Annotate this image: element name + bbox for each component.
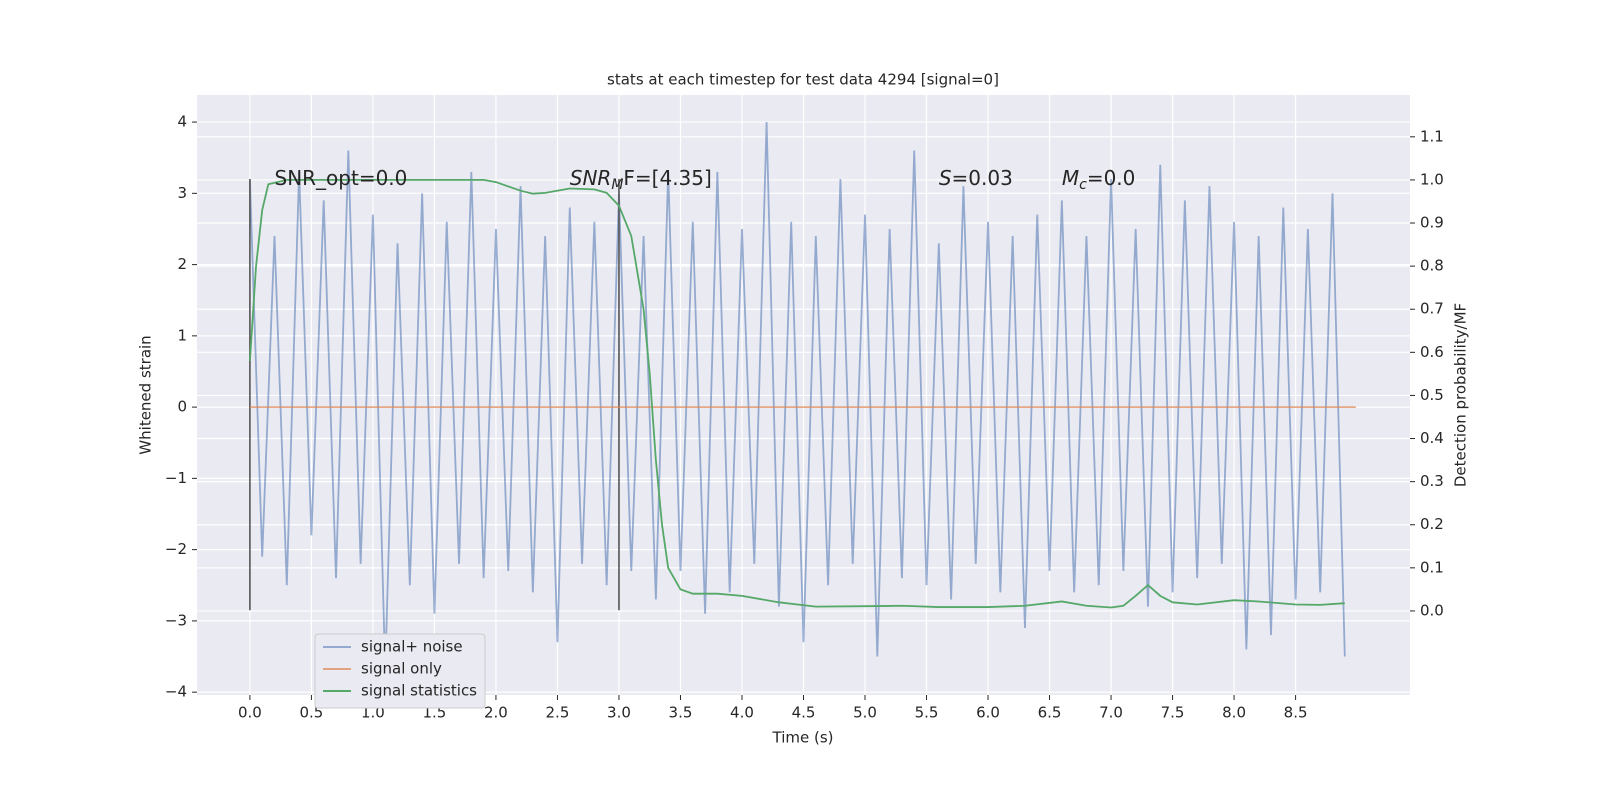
y2-tick-label: 0.8 xyxy=(1420,257,1444,275)
x-tick-label: 7.0 xyxy=(1099,704,1123,722)
chart-title: stats at each timestep for test data 429… xyxy=(607,71,999,89)
annotation: SNRMF=[4.35] xyxy=(570,166,712,194)
y2-tick-label: 0.2 xyxy=(1420,515,1444,533)
annotation-part: F=[4.35] xyxy=(623,166,711,190)
x-tick-label: 5.0 xyxy=(853,704,877,722)
legend-label: signal+ noise xyxy=(361,638,463,656)
y2-tick-label: 0.6 xyxy=(1420,343,1444,361)
y2-tick-label: 0.5 xyxy=(1420,386,1444,404)
annotation-part: =0.0 xyxy=(1087,166,1136,190)
x-tick-label: 0.0 xyxy=(238,704,262,722)
y2-tick-label: 0.4 xyxy=(1420,429,1444,447)
y-tick-label: 0 xyxy=(177,398,187,416)
y-tick-label: −3 xyxy=(165,611,187,629)
y-tick-label: 2 xyxy=(177,255,187,273)
legend-label: signal only xyxy=(361,660,442,678)
x-tick-label: 7.5 xyxy=(1161,704,1185,722)
x-tick-label: 3.5 xyxy=(669,704,693,722)
y2-tick-label: 0.7 xyxy=(1420,300,1444,318)
annotation: S=0.03 xyxy=(939,166,1013,190)
y2-tick-label: 0.1 xyxy=(1420,558,1444,576)
series-line xyxy=(249,122,1346,671)
legend-label: signal statistics xyxy=(361,682,477,700)
x-tick-label: 6.5 xyxy=(1038,704,1062,722)
x-axis-label: Time (s) xyxy=(772,729,834,747)
x-tick-label: 2.5 xyxy=(546,704,570,722)
x-tick-label: 2.0 xyxy=(484,704,508,722)
y2-tick-label: 0.3 xyxy=(1420,472,1444,490)
y-tick-label: −4 xyxy=(165,683,187,701)
x-tick-label: 4.5 xyxy=(792,704,816,722)
y-tick-label: −1 xyxy=(165,469,187,487)
y2-tick-label: 1.1 xyxy=(1420,127,1444,145)
annotation-part: M xyxy=(611,177,623,193)
x-tick-label: 5.5 xyxy=(915,704,939,722)
legend: signal+ noise signal only signal statistic… xyxy=(314,633,486,709)
annotation-part: c xyxy=(1079,177,1087,193)
annotation-part: SNR xyxy=(570,166,612,190)
x-tick-label: 3.0 xyxy=(607,704,631,722)
series-line xyxy=(249,179,1345,609)
y2-tick-label: 1.0 xyxy=(1420,170,1444,188)
y-tick-label: 1 xyxy=(177,326,187,344)
x-tick-label: 4.0 xyxy=(730,704,754,722)
y-tick-label: 3 xyxy=(177,184,187,202)
y-tick-label: 4 xyxy=(177,113,187,131)
annotation-part: =0.03 xyxy=(952,166,1013,190)
y2-tick-label: 0.0 xyxy=(1420,601,1444,619)
x-tick-label: 8.0 xyxy=(1222,704,1246,722)
x-tick-label: 6.0 xyxy=(976,704,1000,722)
annotation: Mc=0.0 xyxy=(1062,166,1136,194)
y-axis-label: Whitened strain xyxy=(137,335,155,454)
annotation-part: SNR_opt=0.0 xyxy=(275,166,408,190)
annotation-part: M xyxy=(1062,166,1079,190)
annotation: SNR_opt=0.0 xyxy=(275,166,408,190)
x-tick-label: 8.5 xyxy=(1284,704,1308,722)
y2-tick-label: 0.9 xyxy=(1420,214,1444,232)
annotation-part: S xyxy=(939,166,952,190)
plot xyxy=(249,122,1356,671)
y-tick-label: −2 xyxy=(165,540,187,558)
legend-box xyxy=(314,633,486,709)
y2-axis-label: Detection probability/MF xyxy=(1452,303,1470,487)
